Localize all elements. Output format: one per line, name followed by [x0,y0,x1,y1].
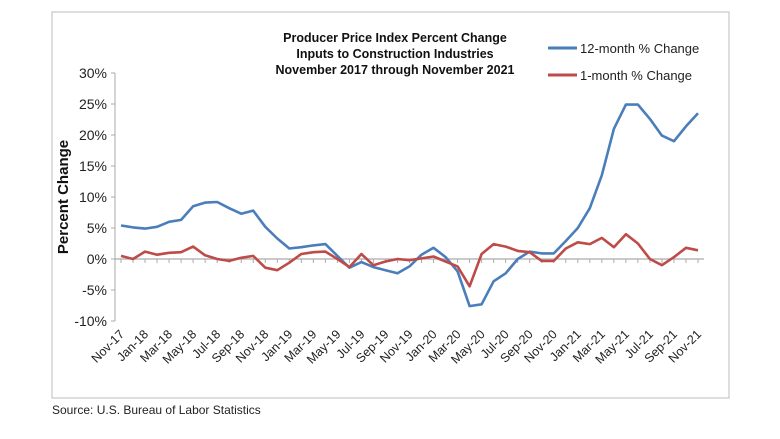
series-line-12-month [120,103,699,308]
y-tick-label: 5% [87,220,107,236]
series-line-1-month [120,232,699,288]
y-axis-label: Percent Change [55,140,72,254]
chart-title-line-3: November 2017 through November 2021 [276,63,515,77]
chart-title-line-2: Inputs to Construction Industries [296,47,493,61]
y-tick-label: 0% [87,251,107,267]
legend-label-1-month: 1-month % Change [580,68,692,83]
chart-frame [51,11,730,399]
y-tick-label: -10% [74,313,107,329]
y-tick-label: 25% [79,96,107,112]
chart-title-line-1: Producer Price Index Percent Change [283,31,507,45]
legend: 12-month % Change 1-month % Change [548,41,699,83]
y-tick-label: 10% [79,189,107,205]
y-tick-label: -5% [82,282,107,298]
y-tick-label: 20% [79,127,107,143]
source-note: Source: U.S. Bureau of Labor Statistics [52,403,261,417]
legend-label-12-month: 12-month % Change [580,41,699,56]
y-tick-label: 30% [79,65,107,81]
y-tick-label: 15% [79,158,107,174]
